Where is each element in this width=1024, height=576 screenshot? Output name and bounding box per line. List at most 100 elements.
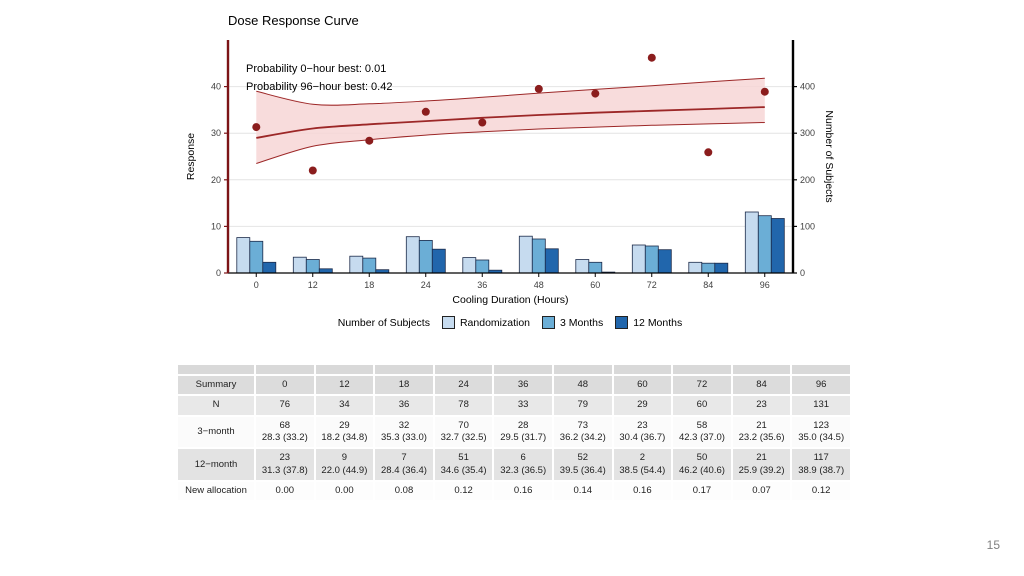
observed-point: [365, 136, 374, 145]
table-cell: 9 22.0 (44.9): [315, 449, 374, 481]
table-cell: 21 23.2 (35.6): [732, 416, 791, 448]
table-cell: 7 28.4 (36.4): [375, 449, 433, 481]
table-cell: [613, 365, 672, 374]
table-cell: [494, 365, 552, 374]
summary-table: Summary 0 12 18 24 36 48 60 72 84 96 N 76 34 36 78 33 79 2…: [176, 363, 852, 502]
subject-bar: [588, 261, 603, 274]
x-tick-label: 96: [760, 280, 770, 290]
observed-point: [704, 148, 713, 157]
table-cell: 48: [553, 376, 612, 395]
table-cell: 0.12: [792, 482, 850, 501]
x-tick-label: 48: [534, 280, 544, 290]
x-tick-label: 18: [364, 280, 374, 290]
table-cell: 84: [732, 376, 791, 395]
subject-bar: [431, 248, 446, 274]
subject-bar: [405, 236, 420, 274]
table-cell: 23: [732, 396, 791, 415]
table-cell: 18: [375, 376, 433, 395]
subject-bar: [475, 259, 490, 274]
table-cell: 78: [434, 396, 493, 415]
table-cell: 73 36.2 (34.2): [553, 416, 612, 448]
y-left-axis-title: Response: [185, 133, 197, 180]
x-tick-label: 60: [590, 280, 600, 290]
table-cell: 23 31.3 (37.8): [256, 449, 314, 481]
observed-point: [760, 87, 769, 96]
subject-bar: [657, 249, 672, 274]
subject-bar: [462, 257, 477, 274]
observed-point: [252, 123, 261, 132]
row-label: N: [178, 396, 254, 415]
table-cell: 29: [613, 396, 672, 415]
table-row: New allocation 0.00 0.00 0.08 0.12 0.16 0.14 0.…: [178, 482, 850, 501]
page-number: 15: [986, 538, 1000, 552]
y-right-tick-label: 100: [800, 221, 815, 231]
table-cell: 51 34.6 (35.4): [434, 449, 493, 481]
subject-bar: [349, 255, 364, 274]
table-cell: 0.00: [315, 482, 374, 501]
table-cell: 50 46.2 (40.6): [673, 449, 731, 481]
table-cell: 34: [315, 396, 374, 415]
table-cell: 36: [375, 396, 433, 415]
table-cell: 0: [256, 376, 314, 395]
table-cell: 28 29.5 (31.7): [494, 416, 552, 448]
y-left-tick-label: 10: [211, 221, 221, 231]
table-cell: 76: [256, 396, 314, 415]
observed-point: [647, 53, 656, 62]
x-tick-label: 24: [421, 280, 431, 290]
table-cell: [434, 365, 493, 374]
y-right-tick-label: 400: [800, 82, 815, 92]
table-cell: 36: [494, 376, 552, 395]
table-row: N 76 34 36 78 33 79 29 60 23 131: [178, 396, 850, 415]
subject-bar: [575, 259, 590, 274]
table-cell: 0.14: [553, 482, 612, 501]
y-left-tick-label: 30: [211, 128, 221, 138]
y-right-axis-title: Number of Subjects: [823, 110, 835, 202]
subject-bar: [362, 257, 377, 274]
subject-bar: [518, 235, 533, 274]
table-cell: 0.17: [673, 482, 731, 501]
observed-point: [308, 166, 317, 175]
x-tick-label: 36: [477, 280, 487, 290]
subject-bar: [744, 211, 759, 274]
subject-bar: [644, 245, 659, 274]
table-cell: 72: [673, 376, 731, 395]
row-label: Summary: [178, 376, 254, 395]
subject-bar: [701, 262, 716, 274]
table-cell: 6 32.3 (36.5): [494, 449, 552, 481]
x-axis-title: Cooling Duration (Hours): [452, 294, 568, 306]
subject-bar: [236, 237, 251, 274]
table-cell: 117 38.9 (38.7): [792, 449, 850, 481]
x-tick-label: 12: [308, 280, 318, 290]
table-cell: 21 25.9 (39.2): [732, 449, 791, 481]
table-row: Summary 0 12 18 24 36 48 60 72 84 96: [178, 376, 850, 395]
table-cell: [178, 365, 254, 374]
subject-bar: [757, 215, 772, 274]
table-cell: 0.12: [434, 482, 493, 501]
row-label: New allocation: [178, 482, 254, 501]
y-left-tick-label: 0: [216, 268, 221, 278]
subject-bar: [249, 240, 264, 274]
subject-bar: [631, 244, 646, 274]
probability-annotation-96hr: Probability 96−hour best: 0.42: [246, 81, 392, 93]
table-cell: [673, 365, 731, 374]
y-right-tick-label: 0: [800, 268, 805, 278]
table-cell: 60: [673, 396, 731, 415]
subject-bar: [292, 256, 307, 274]
table-row: 12−month 23 31.3 (37.8) 9 22.0 (44.9) 7 28.4 (…: [178, 449, 850, 481]
table-cell: 79: [553, 396, 612, 415]
legend-item: 12 Months: [615, 316, 682, 329]
chart-title: Dose Response Curve: [228, 13, 359, 28]
table-cell: 24: [434, 376, 493, 395]
table-cell: 2 38.5 (54.4): [613, 449, 672, 481]
table-cell: 123 35.0 (34.5): [792, 416, 850, 448]
table-cell: 0.00: [256, 482, 314, 501]
table-cell: 23 30.4 (36.7): [613, 416, 672, 448]
subject-bar: [688, 261, 703, 274]
y-right-tick-label: 200: [800, 175, 815, 185]
table-cell: 29 18.2 (34.8): [315, 416, 374, 448]
table-cell: [315, 365, 374, 374]
table-cell: [553, 365, 612, 374]
legend-swatch-3-months: [542, 316, 556, 329]
subject-bar: [418, 239, 433, 274]
